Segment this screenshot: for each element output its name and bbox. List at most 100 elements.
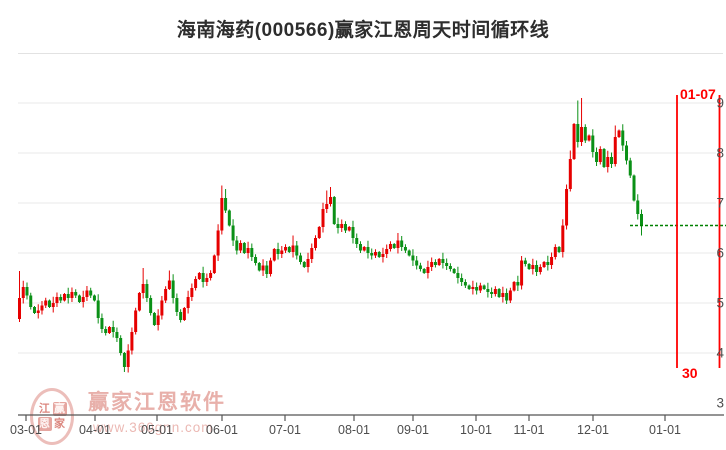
candle-body <box>269 260 273 274</box>
candle-body <box>411 255 415 261</box>
candle-body <box>527 264 531 269</box>
candle-body <box>122 353 126 367</box>
seal-char: 家 <box>54 418 65 430</box>
candle-body <box>430 262 434 267</box>
candle-body <box>231 225 235 241</box>
candle-body <box>478 285 482 291</box>
x-axis-label: 07-01 <box>269 423 301 437</box>
candle-body <box>523 260 527 264</box>
candle-body <box>355 238 359 244</box>
x-axis-label: 03-01 <box>10 423 42 437</box>
candle-body <box>182 308 186 320</box>
candle-body <box>212 255 216 273</box>
candle-body <box>66 294 70 298</box>
candle-body <box>227 210 231 226</box>
candle-body <box>493 289 497 294</box>
candle-body <box>621 130 625 146</box>
candle-body <box>32 307 36 313</box>
candle-body <box>370 253 374 256</box>
candle-body <box>310 248 314 259</box>
candle-body <box>62 294 66 301</box>
candle-body <box>418 265 422 269</box>
candle-body <box>347 227 351 231</box>
candle-body <box>362 247 366 251</box>
candle-body <box>340 224 344 228</box>
candle-body <box>137 293 141 311</box>
candle-body <box>47 300 51 307</box>
candle-body <box>235 240 239 251</box>
candle-body <box>463 282 467 286</box>
candle-body <box>115 332 119 338</box>
candle-body <box>505 293 509 301</box>
candle-body <box>385 249 389 254</box>
candle-body <box>388 244 392 249</box>
candle-body <box>280 250 284 254</box>
candle-body <box>44 300 48 306</box>
candle-body <box>261 265 265 271</box>
candle-body <box>265 265 269 274</box>
candle-body <box>81 297 85 302</box>
x-axis-label: 01-01 <box>649 423 681 437</box>
candle-body <box>179 312 183 320</box>
candle-body <box>467 285 471 289</box>
candle-body <box>51 303 55 307</box>
candle-body <box>553 247 557 257</box>
candle-body <box>111 327 115 332</box>
candle-body <box>107 327 111 333</box>
candle-body <box>512 282 516 291</box>
candle-body <box>299 255 303 262</box>
x-axis-label: 12-01 <box>577 423 609 437</box>
candle-body <box>460 278 464 282</box>
candle-body <box>497 289 501 297</box>
candle-body <box>40 305 44 311</box>
candle-body <box>628 160 632 176</box>
candle-body <box>70 292 74 298</box>
x-axis-label: 11-01 <box>513 423 544 437</box>
candle-body <box>595 152 599 162</box>
y-axis-label: 8 <box>716 146 724 161</box>
candle-body <box>373 252 377 256</box>
candle-body <box>452 269 456 273</box>
candle-body <box>632 175 636 201</box>
candle-body <box>565 189 569 226</box>
watermark-brand-text: 赢家江恩软件 <box>88 391 226 414</box>
candle-body <box>149 298 153 313</box>
candle-body <box>272 249 276 261</box>
candle-body <box>126 350 130 367</box>
candle-body <box>171 280 175 298</box>
candle-body <box>332 197 336 224</box>
candle-body <box>85 290 89 297</box>
candle-body <box>606 157 610 167</box>
candle-body <box>456 273 460 278</box>
candle-body <box>55 297 59 303</box>
candle-body <box>77 295 81 302</box>
candle-body <box>448 266 452 269</box>
candle-body <box>433 262 437 265</box>
candle-body <box>392 244 396 248</box>
candle-body <box>284 247 288 251</box>
candle-body <box>21 287 25 298</box>
candle-body <box>29 295 33 307</box>
x-axis-label: 08-01 <box>338 423 370 437</box>
candle-body <box>25 287 29 296</box>
seal-char: 恩 <box>37 417 52 431</box>
candle-body <box>490 292 494 294</box>
candle-body <box>441 259 445 263</box>
x-axis-label: 06-01 <box>206 423 238 437</box>
candle-body <box>89 290 93 296</box>
y-axis-label: 9 <box>716 96 724 111</box>
y-axis-label: 6 <box>716 246 724 261</box>
candle-body <box>164 289 168 301</box>
candle-body <box>220 198 224 231</box>
watermark-url-text: www.360gnn.com <box>93 420 214 435</box>
candle-body <box>568 159 572 189</box>
title-divider <box>18 53 723 54</box>
candle-body <box>475 287 479 291</box>
candle-body <box>317 227 321 238</box>
candle-body <box>557 247 561 252</box>
candle-body <box>100 318 104 329</box>
candle-body <box>104 329 108 333</box>
candle-body <box>92 295 96 301</box>
candle-body <box>197 273 201 279</box>
